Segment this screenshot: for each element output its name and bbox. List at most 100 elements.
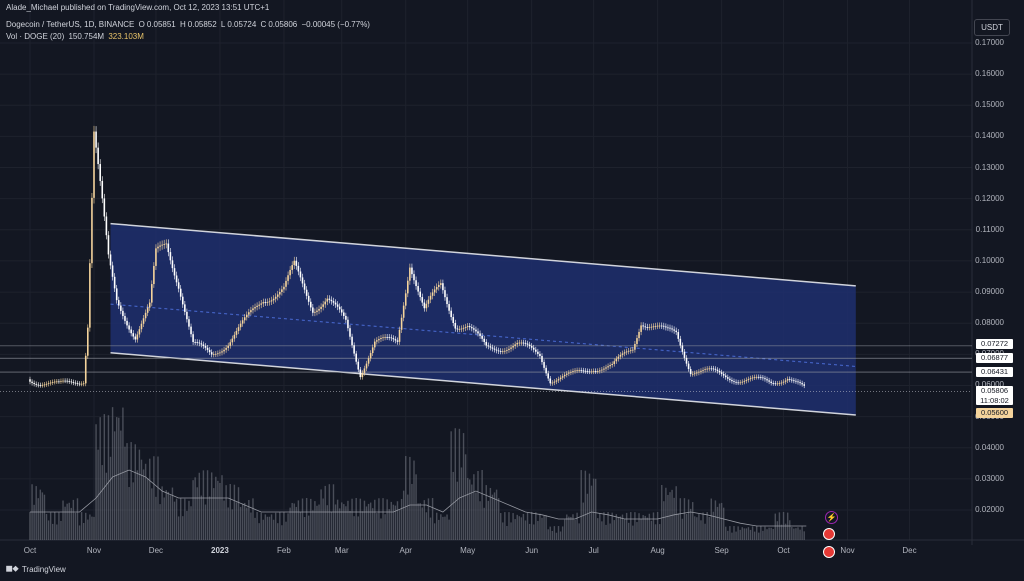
candle-body — [452, 317, 455, 323]
volume-bar — [64, 506, 66, 540]
candle-body — [487, 345, 490, 347]
volume-bar — [599, 513, 601, 540]
candle-body — [84, 355, 87, 384]
x-tick-label: Feb — [277, 546, 291, 555]
volume-bar — [564, 519, 566, 540]
candle-body — [537, 351, 539, 354]
volume-bar — [698, 514, 700, 540]
candle-body — [243, 317, 246, 321]
candle-body — [708, 368, 711, 370]
candle-body — [87, 327, 89, 356]
volume-bar — [774, 513, 776, 540]
candle-body — [714, 368, 717, 370]
candle-body — [281, 289, 283, 292]
candle-body — [175, 275, 178, 283]
candle-body — [778, 383, 781, 385]
candle-body — [109, 254, 112, 266]
candle-body — [407, 280, 409, 294]
volume-bar — [392, 504, 395, 540]
volume-bar — [483, 507, 485, 540]
candle-body — [369, 353, 372, 359]
candle-body — [165, 243, 168, 245]
volume-bar — [188, 500, 190, 540]
volume-bar — [586, 493, 589, 540]
volume-bar — [132, 482, 134, 540]
volume-bar — [551, 530, 554, 540]
candle-body — [404, 293, 407, 306]
volume-bar — [206, 470, 209, 540]
candle-body — [101, 180, 104, 199]
candle-body — [739, 382, 741, 384]
volume-bar — [605, 524, 607, 540]
candle-body — [355, 353, 357, 362]
candle-body — [586, 371, 589, 372]
lightning-icon[interactable]: ⚡ — [825, 511, 838, 524]
volume-bar — [153, 456, 155, 540]
symbol-name[interactable]: Dogecoin / TetherUS, 1D, BINANCE — [6, 20, 135, 29]
candle-body — [202, 344, 205, 346]
volume-bar — [687, 499, 690, 540]
volume-bar — [508, 512, 510, 540]
candle-body — [270, 300, 273, 302]
volume-bar — [334, 504, 337, 540]
volume-bar — [766, 529, 768, 540]
channel-upper-line[interactable] — [110, 222, 856, 287]
us-flag-icon[interactable] — [823, 527, 847, 558]
volume-bar — [619, 516, 622, 540]
volume-bar — [326, 505, 328, 540]
candle-body — [297, 265, 300, 272]
volume-bar — [124, 446, 126, 540]
volume-label[interactable]: Vol · DOGE (20) — [6, 32, 65, 41]
volume-bar — [440, 514, 442, 540]
currency-button[interactable]: USDT — [974, 19, 1010, 36]
candle-body — [148, 302, 151, 308]
candle-body — [53, 381, 56, 383]
candle-body — [35, 383, 37, 385]
candle-body — [603, 368, 605, 370]
volume-bar — [202, 470, 205, 540]
y-tick-label: 0.08000 — [975, 318, 1004, 328]
volume-bar — [458, 428, 461, 540]
volume-bar — [797, 527, 799, 540]
x-tick-label: Sep — [714, 546, 729, 555]
volume-bar — [611, 512, 613, 540]
footer-brand[interactable]: ⯀⯁ TradingView — [6, 565, 66, 575]
candle-body — [722, 373, 725, 376]
volume-bar — [533, 524, 535, 540]
candle-body — [252, 308, 254, 311]
candle-body — [629, 350, 632, 352]
y-tick-label: 0.06000 — [975, 380, 1004, 390]
candle-body — [208, 349, 211, 353]
volume-bar — [770, 527, 772, 540]
volume-ma-line — [30, 469, 807, 527]
volume-bar — [756, 526, 758, 540]
candle-body — [31, 381, 33, 383]
channel-lower-line[interactable] — [110, 352, 856, 416]
volume-bar — [679, 498, 682, 540]
candle-body — [66, 380, 68, 382]
volume-bar — [341, 502, 343, 540]
candle-body — [181, 296, 184, 305]
volume-bar — [530, 512, 533, 540]
volume-bar — [198, 472, 200, 540]
candle-body — [357, 361, 360, 370]
candle-body — [260, 303, 263, 305]
candle-body — [795, 380, 797, 382]
candle-body — [301, 277, 304, 284]
candle-body — [291, 265, 293, 270]
volume-bar — [134, 444, 136, 540]
candle-body — [279, 291, 281, 295]
volume-bar — [82, 522, 85, 540]
candle-body — [652, 326, 655, 328]
volume-bar — [716, 506, 719, 540]
candle-body — [295, 260, 298, 266]
candle-body — [551, 382, 554, 384]
volume-bar — [142, 469, 145, 540]
candle-body — [184, 304, 186, 312]
volume-bar — [215, 476, 217, 540]
volume-bar — [89, 514, 91, 540]
candle-body — [231, 338, 234, 343]
candle-body — [429, 295, 432, 300]
volume-bar — [438, 519, 440, 540]
